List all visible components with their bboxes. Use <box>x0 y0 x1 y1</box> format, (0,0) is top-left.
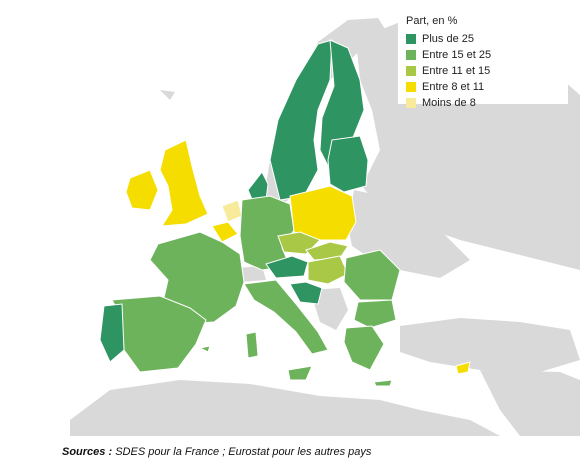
legend-item: Entre 11 et 15 <box>406 64 490 77</box>
region-sweden <box>269 39 333 201</box>
region-uk <box>159 139 209 227</box>
region-greece <box>343 325 385 371</box>
region-belgium <box>211 221 239 243</box>
legend: Part, en % Plus de 25 Entre 15 et 25 Ent… <box>398 8 568 109</box>
region-slovakia <box>305 241 349 261</box>
north-africa <box>70 380 500 436</box>
legend-item: Plus de 25 <box>406 32 474 45</box>
legend-item: Entre 8 et 11 <box>406 80 484 93</box>
legend-swatch <box>406 33 416 44</box>
legend-swatch <box>406 49 416 60</box>
legend-swatch <box>406 65 416 76</box>
iceland-faroe <box>160 90 175 100</box>
region-hungary <box>307 255 349 285</box>
legend-label: Entre 8 et 11 <box>422 80 485 93</box>
region-germany <box>239 195 295 271</box>
turkey <box>400 318 580 372</box>
legend-label: Plus de 25 <box>422 32 474 45</box>
legend-label: Entre 11 et 15 <box>422 64 491 77</box>
region-sicily <box>287 365 313 381</box>
region-crete <box>373 379 393 387</box>
region-bulgaria <box>353 299 397 329</box>
legend-item: Entre 15 et 25 <box>406 48 491 61</box>
source-text: SDES pour la France ; Eurostat pour les … <box>112 446 372 458</box>
legend-swatch <box>406 81 416 92</box>
region-cyprus <box>455 361 471 375</box>
region-estonia-latvia-lithuania <box>327 135 369 193</box>
region-italy <box>243 279 329 355</box>
region-balearic <box>198 345 211 353</box>
region-ireland <box>125 169 159 211</box>
region-sardinia <box>245 331 259 359</box>
region-portugal <box>99 303 125 363</box>
eu-countries <box>99 39 471 387</box>
legend-item: Moins de 8 <box>406 96 476 109</box>
region-austria <box>265 255 309 279</box>
source-caption: Sources : SDES pour la France ; Eurostat… <box>62 446 371 458</box>
region-netherlands <box>221 199 243 223</box>
near-east <box>480 370 580 436</box>
region-slovenia-croatia <box>289 281 323 305</box>
legend-label: Moins de 8 <box>422 96 476 109</box>
legend-label: Entre 15 et 25 <box>422 48 492 61</box>
legend-swatch <box>406 97 416 108</box>
legend-title: Part, en % <box>406 15 458 27</box>
source-prefix: Sources : <box>62 446 113 458</box>
